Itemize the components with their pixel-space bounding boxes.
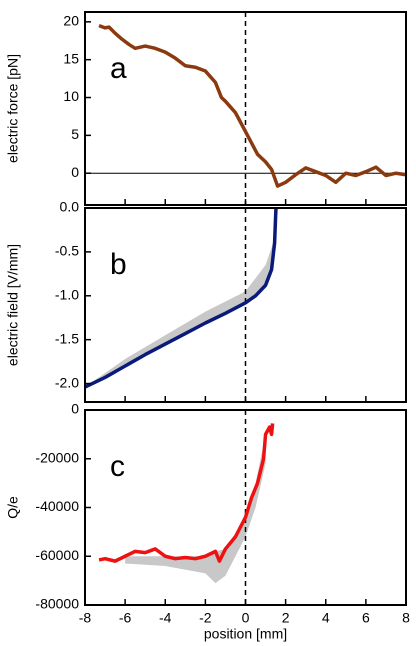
y-axis-label: electric force [pN] [5,54,21,163]
panel-label: c [110,450,125,483]
y-tick-label: -40000 [35,498,79,514]
y-tick-label: 0 [71,401,79,417]
y-axis-label: electric field [V/mm] [5,244,21,366]
y-tick-label: -20000 [35,449,79,465]
y-tick-label: -1.0 [55,286,79,302]
y-tick-label: 20 [63,13,79,29]
x-tick-label: -4 [159,610,172,626]
y-tick-label: 0 [71,164,79,180]
y-tick-label: 15 [63,50,79,66]
y-axis-label: Q/e [5,496,21,519]
y-tick-label: 0.0 [60,199,80,215]
x-tick-label: -2 [199,610,212,626]
x-tick-label: 8 [402,610,410,626]
panel-label: b [110,248,127,281]
y-tick-label: -60000 [35,547,79,563]
x-tick-label: 2 [282,610,290,626]
x-tick-label: -8 [79,610,92,626]
x-tick-label: 4 [322,610,330,626]
uncertainty-band [85,216,276,388]
data-line [98,423,275,563]
y-tick-label: -1.5 [55,330,79,346]
x-tick-label: 6 [362,610,370,626]
y-tick-label: -80000 [35,596,79,612]
y-tick-label: 10 [63,88,79,104]
x-axis-label: position [mm] [204,626,287,642]
uncertainty-band [125,434,266,584]
panel-label: a [110,52,127,85]
y-tick-label: -0.5 [55,243,79,259]
x-tick-label: -6 [119,610,132,626]
data-line [98,23,407,188]
y-tick-label: 5 [71,126,79,142]
x-tick-label: 0 [242,610,250,626]
data-line [84,207,278,389]
y-tick-label: -2.0 [55,374,79,390]
